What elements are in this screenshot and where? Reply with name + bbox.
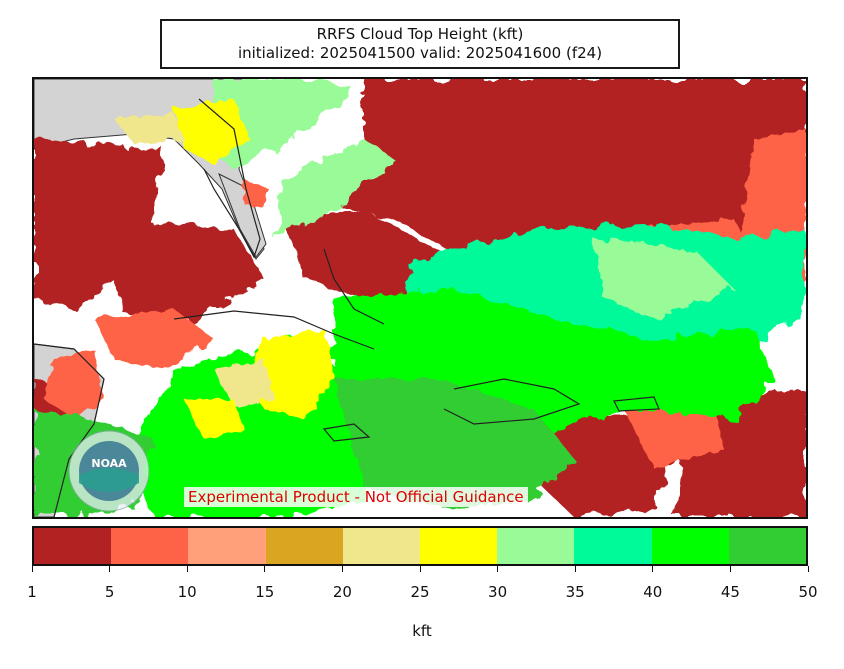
colorbar-tick-mark [419,566,421,572]
colorbar-tick-label: 50 [798,583,818,601]
colorbar-tick: 25 [400,566,440,601]
coast-jamaica [322,423,371,442]
colorbar-tick-label: 30 [488,583,508,601]
coast-florida [198,98,261,259]
chart-subtitle: initialized: 2025041500 valid: 202504160… [237,44,603,62]
colorbar-tick-label: 20 [332,583,352,601]
colorbar-segment [497,528,575,564]
colorbar-segment [574,528,652,564]
colorbar-tick-label: 45 [720,583,740,601]
noaa-logo-text: NOAA [91,457,127,470]
colorbar-segment [111,528,189,564]
map-panel: NOAA Experimental Product - Not Official… [32,77,808,519]
colorbar-segment [342,528,421,564]
colorbar-segment [188,528,266,564]
colorbar-tick: 20 [322,566,362,601]
colorbar-tick: 15 [245,566,285,601]
colorbar-tick-label: 25 [410,583,430,601]
coast-cuba [173,310,375,350]
cloud-layer-20-30kft [114,99,334,439]
colorbar-tick-label: 15 [255,583,275,601]
colorbar-tick-mark [186,566,188,572]
colorbar-tick-label: 5 [104,583,115,601]
colorbar-tick-mark [652,566,654,572]
colorbar-segment [265,528,343,564]
colorbar [32,526,808,566]
chart-title-box: RRFS Cloud Top Height (kft) initialized:… [160,19,680,69]
chart-title: RRFS Cloud Top Height (kft) [316,25,524,43]
colorbar-tick-label: 35 [565,583,585,601]
colorbar-tick: 45 [710,566,750,601]
colorbar-segment [34,528,112,564]
colorbar-tick: 1 [12,566,52,601]
colorbar-tick-label: 1 [27,583,37,601]
colorbar-tick-mark [574,566,576,572]
coastlines [34,98,660,517]
colorbar-ticks: 1 5 10 15 20 25 30 35 40 45 50 [27,566,818,606]
colorbar-segment [651,528,729,564]
colorbar-tick: 50 [788,566,828,601]
disclaimer-label: Experimental Product - Not Official Guid… [184,487,528,507]
noaa-logo: NOAA [68,430,150,512]
coast-puerto-rico [613,396,660,412]
colorbar-segment [420,528,498,564]
cloud-top-map: NOAA [34,79,806,517]
colorbar-tick: 40 [633,566,673,601]
colorbar-tick-mark [497,566,499,572]
colorbar-tick-label: 40 [643,583,663,601]
colorbar-tick-mark [807,566,809,572]
colorbar-tick-mark [109,566,111,572]
colorbar-tick-mark [729,566,731,572]
colorbar-tick: 30 [478,566,518,601]
colorbar-tick-mark [31,566,33,572]
colorbar-segment [728,528,807,564]
coast-hispaniola [443,378,581,425]
colorbar-tick: 10 [167,566,207,601]
colorbar-tick-mark [264,566,266,572]
colorbar-tick: 35 [555,566,595,601]
colorbar-tick-label: 10 [177,583,197,601]
cloud-layer-30-50kft [34,79,806,517]
colorbar-tick: 5 [90,566,130,601]
coast-yucatan [34,343,105,517]
coast-bahamas [323,248,385,325]
colorbar-tick-mark [341,566,343,572]
colorbar-unit-label: kft [412,622,432,640]
